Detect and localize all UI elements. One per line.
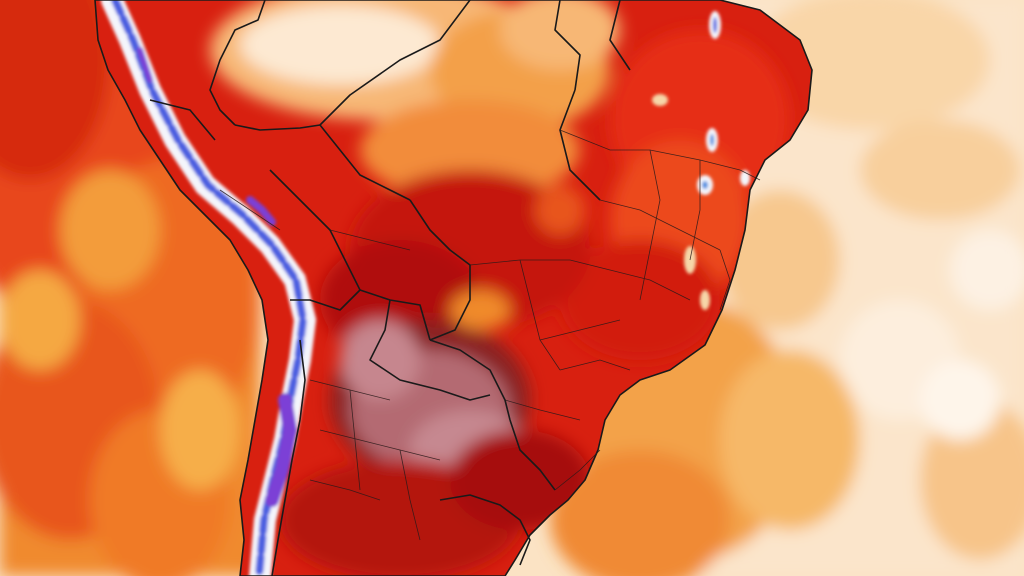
andes-band (101, 0, 317, 576)
state-borders (219, 129, 761, 541)
